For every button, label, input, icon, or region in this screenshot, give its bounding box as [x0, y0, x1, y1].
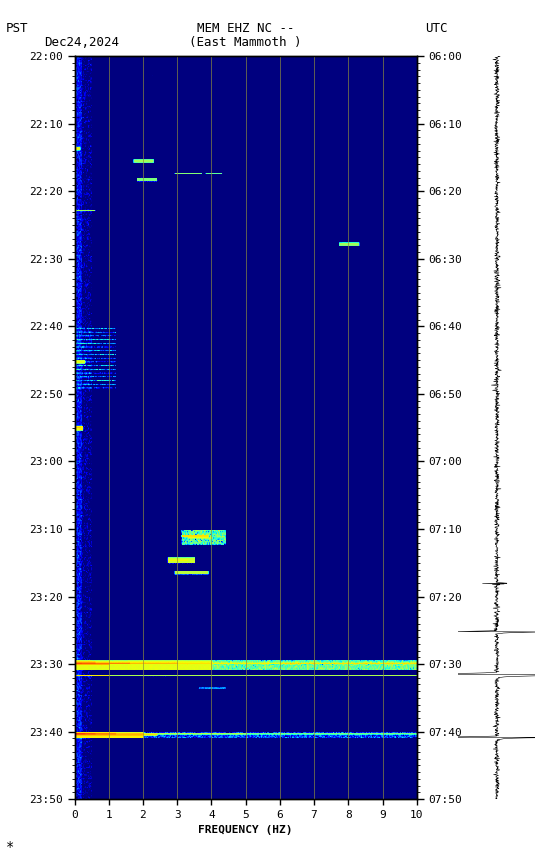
Text: PST: PST	[6, 22, 28, 35]
X-axis label: FREQUENCY (HZ): FREQUENCY (HZ)	[198, 825, 293, 835]
Text: UTC: UTC	[425, 22, 448, 35]
Text: *: *	[6, 840, 14, 854]
Text: MEM EHZ NC --: MEM EHZ NC --	[197, 22, 294, 35]
Text: (East Mammoth ): (East Mammoth )	[189, 36, 302, 49]
Text: Dec24,2024: Dec24,2024	[44, 36, 119, 49]
